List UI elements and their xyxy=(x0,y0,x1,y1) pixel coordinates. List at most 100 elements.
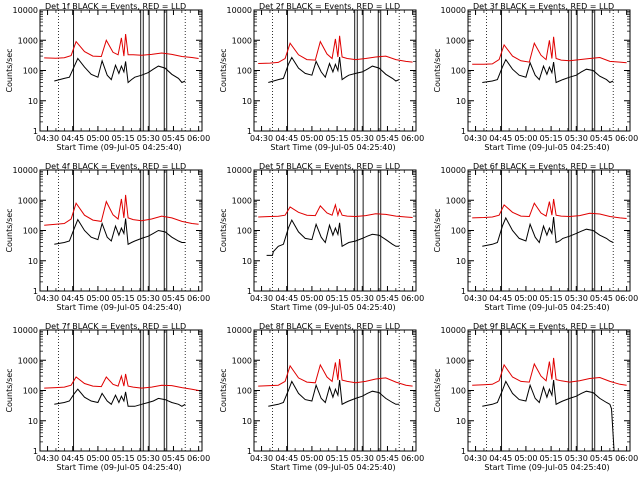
y-tick-label: 1000 xyxy=(446,36,466,45)
x-tick-label: 05:30 xyxy=(565,134,588,143)
y-tick-label: 10000 xyxy=(13,326,38,335)
lld-series-line xyxy=(258,203,413,218)
x-axis-label: Start Time (09-Jul-05 04:25:40) xyxy=(484,463,609,472)
x-tick-label: 06:00 xyxy=(401,294,424,303)
x-tick-label: 05:15 xyxy=(112,294,135,303)
y-tick-label: 10 xyxy=(456,417,466,426)
plot-frame xyxy=(39,9,203,132)
x-axis-label: Start Time (09-Jul-05 04:25:40) xyxy=(270,303,395,312)
x-tick-label: 05:45 xyxy=(590,454,613,463)
x-tick-label: 05:45 xyxy=(162,134,185,143)
y-axis-label: Counts/sec xyxy=(433,208,442,252)
y-tick-label: 100 xyxy=(23,67,38,76)
x-tick-label: 05:15 xyxy=(326,454,349,463)
x-tick-label: 05:45 xyxy=(162,454,185,463)
chart-panel-9: Det 9f BLACK = Events, RED = LLD 1 10 100 10… xyxy=(433,322,638,472)
y-tick-label: 100 xyxy=(237,227,252,236)
y-axis-label: Counts/sec xyxy=(5,208,14,252)
x-tick-label: 06:00 xyxy=(187,454,210,463)
y-tick-label: 1000 xyxy=(446,196,466,205)
x-tick-label: 06:00 xyxy=(401,134,424,143)
y-axis-label: Counts/sec xyxy=(219,48,228,92)
chart-panel-1: Det 1f BLACK = Events, RED = LLD 1 10 100 10… xyxy=(5,2,210,152)
x-tick-label: 04:30 xyxy=(464,294,487,303)
y-tick-label: 10 xyxy=(456,257,466,266)
x-tick-label: 04:45 xyxy=(489,454,512,463)
y-tick-label: 10 xyxy=(242,97,252,106)
y-tick-label: 10 xyxy=(28,257,38,266)
y-tick-label: 1 xyxy=(247,447,252,456)
panel-title: Det 9f BLACK = Events, RED = LLD xyxy=(473,322,614,331)
y-tick-label: 1000 xyxy=(232,356,252,365)
x-tick-label: 04:30 xyxy=(250,454,273,463)
lld-series-line xyxy=(44,373,199,391)
y-tick-label: 1 xyxy=(247,287,252,296)
x-tick-label: 05:30 xyxy=(137,454,160,463)
plot-frame xyxy=(39,329,203,452)
chart-panel-2: Det 2f BLACK = Events, RED = LLD 1 10 100 10… xyxy=(219,2,424,152)
lld-series-line xyxy=(472,36,627,65)
y-tick-label: 1 xyxy=(461,287,466,296)
x-tick-label: 05:45 xyxy=(590,134,613,143)
x-axis-label: Start Time (09-Jul-05 04:25:40) xyxy=(56,303,181,312)
x-tick-label: 05:45 xyxy=(376,134,399,143)
x-tick-label: 04:30 xyxy=(36,134,59,143)
x-tick-label: 05:00 xyxy=(514,134,537,143)
x-axis-label: Start Time (09-Jul-05 04:25:40) xyxy=(484,143,609,152)
x-tick-label: 04:30 xyxy=(250,294,273,303)
y-tick-label: 1 xyxy=(461,127,466,136)
x-tick-label: 05:00 xyxy=(86,454,109,463)
x-tick-label: 06:00 xyxy=(401,454,424,463)
x-tick-label: 05:15 xyxy=(326,294,349,303)
x-tick-label: 05:00 xyxy=(300,134,323,143)
y-axis-label: Counts/sec xyxy=(5,48,14,92)
panel-title: Det 8f BLACK = Events, RED = LLD xyxy=(259,322,400,331)
y-tick-label: 1 xyxy=(247,127,252,136)
y-tick-label: 10000 xyxy=(13,6,38,15)
y-tick-label: 10000 xyxy=(227,326,252,335)
lld-series-line xyxy=(258,35,413,64)
panel-title: Det 1f BLACK = Events, RED = LLD xyxy=(45,2,186,11)
x-tick-label: 05:30 xyxy=(137,134,160,143)
x-tick-label: 05:45 xyxy=(376,294,399,303)
x-axis-label: Start Time (09-Jul-05 04:25:40) xyxy=(56,463,181,472)
x-tick-label: 05:45 xyxy=(162,294,185,303)
x-axis-label: Start Time (09-Jul-05 04:25:40) xyxy=(270,463,395,472)
y-tick-label: 1000 xyxy=(232,196,252,205)
y-tick-label: 10000 xyxy=(227,6,252,15)
lld-series-line xyxy=(472,198,627,219)
events-series-line xyxy=(482,58,614,84)
y-tick-label: 1 xyxy=(461,447,466,456)
y-axis-label: Counts/sec xyxy=(219,368,228,412)
events-series-line xyxy=(54,57,186,84)
plot-frame xyxy=(253,9,417,132)
lld-series-line xyxy=(472,357,627,386)
x-tick-label: 04:45 xyxy=(61,134,84,143)
y-tick-label: 10 xyxy=(242,257,252,266)
x-tick-label: 04:45 xyxy=(489,294,512,303)
chart-panel-4: Det 4f BLACK = Events, RED = LLD 1 10 100 10… xyxy=(5,162,210,312)
x-tick-label: 05:00 xyxy=(514,454,537,463)
y-tick-label: 1000 xyxy=(18,36,38,45)
y-tick-label: 10 xyxy=(242,417,252,426)
x-tick-label: 04:45 xyxy=(275,454,298,463)
chart-panel-7: Det 7f BLACK = Events, RED = LLD 1 10 100 10… xyxy=(5,322,210,472)
panel-title: Det 6f BLACK = Events, RED = LLD xyxy=(473,162,614,171)
y-tick-label: 1000 xyxy=(446,356,466,365)
y-tick-label: 10000 xyxy=(227,166,252,175)
y-tick-label: 1000 xyxy=(232,36,252,45)
x-tick-label: 05:00 xyxy=(300,294,323,303)
x-tick-label: 05:15 xyxy=(540,454,563,463)
events-series-line xyxy=(54,388,186,407)
x-tick-label: 05:00 xyxy=(300,454,323,463)
x-tick-label: 04:45 xyxy=(489,134,512,143)
chart-panel-3: Det 3f BLACK = Events, RED = LLD 1 10 100 10… xyxy=(433,2,638,152)
y-tick-label: 100 xyxy=(451,67,466,76)
x-tick-label: 05:30 xyxy=(351,454,374,463)
y-axis-label: Counts/sec xyxy=(219,208,228,252)
y-tick-label: 10000 xyxy=(441,326,466,335)
x-tick-label: 06:00 xyxy=(187,134,210,143)
y-tick-label: 10000 xyxy=(441,166,466,175)
y-tick-label: 1 xyxy=(33,127,38,136)
x-tick-label: 04:30 xyxy=(36,294,59,303)
